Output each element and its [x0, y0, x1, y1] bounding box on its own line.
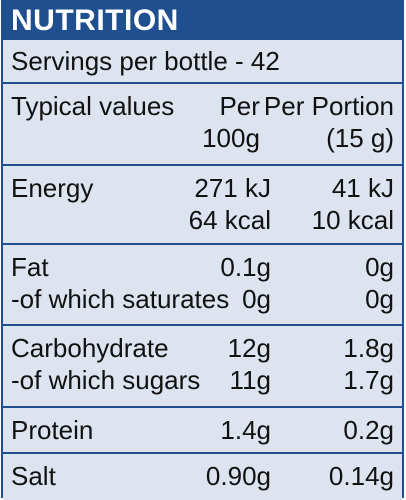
fat-per100-cell: 0.1g 0g	[187, 245, 275, 324]
fat-portion-cell: 0g 0g	[275, 245, 402, 324]
header-per100-cell: Per 100g	[180, 84, 264, 164]
saturates-per100: 0g	[242, 284, 271, 314]
protein-label-cell: Protein	[3, 408, 187, 452]
fat-label: Fat	[11, 252, 49, 282]
energy-portion-kcal: 10 kcal	[311, 205, 394, 235]
sugars-label: -of which sugars	[11, 365, 201, 395]
table-row-protein: Protein 1.4g 0.2g	[3, 408, 402, 454]
header-portion-line1: Per Portion	[263, 91, 394, 121]
table-row-carbohydrate: Carbohydrate -of which sugars 12g 11g 1.…	[3, 326, 402, 408]
header-portion-line2: (15 g)	[326, 123, 394, 153]
protein-label: Protein	[11, 415, 94, 445]
energy-portion-kj: 41 kJ	[331, 173, 394, 203]
header-label-cell: Typical values	[3, 84, 180, 164]
energy-label-cell: Energy	[3, 166, 187, 243]
saturates-portion: 0g	[365, 284, 394, 314]
protein-portion-cell: 0.2g	[275, 408, 402, 452]
fat-label-cell: Fat -of which saturates	[3, 245, 230, 324]
energy-per100-kj: 271 kJ	[194, 173, 271, 203]
fat-portion: 0g	[365, 252, 394, 282]
salt-portion: 0.14g	[328, 461, 394, 491]
carb-portion-cell: 1.8g 1.7g	[275, 326, 402, 406]
energy-label: Energy	[11, 173, 94, 203]
protein-per100-cell: 1.4g	[187, 408, 275, 452]
sugars-portion: 1.7g	[343, 365, 394, 395]
energy-per100-cell: 271 kJ 64 kcal	[187, 166, 275, 243]
salt-per100-cell: 0.90g	[187, 454, 275, 500]
table-row-energy: Energy 271 kJ 64 kcal 41 kJ 10 kcal	[3, 166, 402, 245]
carb-per100-cell: 12g 11g	[187, 326, 275, 406]
sugars-per100: 11g	[229, 365, 271, 395]
carb-per100: 12g	[227, 333, 271, 363]
energy-portion-cell: 41 kJ 10 kcal	[275, 166, 402, 243]
salt-label: Salt	[11, 461, 56, 491]
header-per100-line1: Per	[219, 91, 260, 121]
table-header-row: Typical values Per 100g Per Portion (15 …	[3, 84, 402, 166]
panel-title: NUTRITION	[3, 2, 402, 40]
salt-per100: 0.90g	[205, 461, 271, 491]
protein-portion: 0.2g	[343, 415, 394, 445]
salt-portion-cell: 0.14g	[275, 454, 402, 500]
carb-portion: 1.8g	[343, 333, 394, 363]
saturates-label: -of which saturates	[11, 284, 230, 314]
table-row-fat: Fat -of which saturates 0.1g 0g 0g 0g	[3, 245, 402, 326]
carb-label-cell: Carbohydrate -of which sugars	[3, 326, 201, 406]
carb-label: Carbohydrate	[11, 333, 169, 363]
table-row-salt: Salt 0.90g 0.14g	[3, 454, 402, 500]
protein-per100: 1.4g	[220, 415, 271, 445]
servings-info: Servings per bottle - 42	[3, 40, 402, 84]
header-label: Typical values	[11, 91, 175, 121]
header-portion-cell: Per Portion (15 g)	[264, 84, 402, 164]
energy-per100-kcal: 64 kcal	[188, 205, 271, 235]
header-per100-line2: 100g	[202, 123, 260, 153]
fat-per100: 0.1g	[220, 252, 271, 282]
salt-label-cell: Salt	[3, 454, 187, 500]
